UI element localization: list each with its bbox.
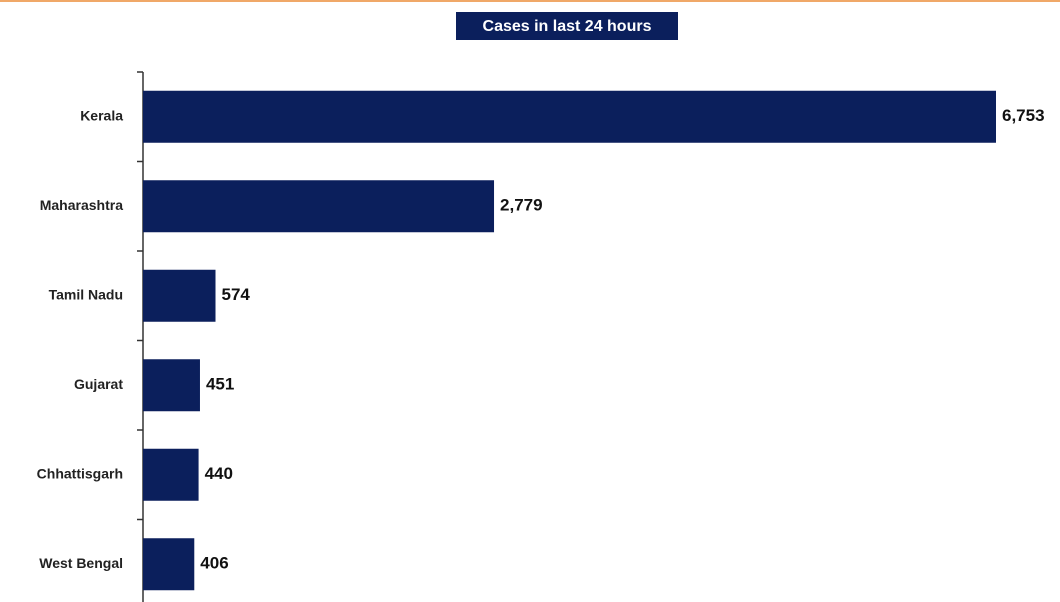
- chart-title: Cases in last 24 hours: [483, 18, 652, 35]
- category-label: West Bengal: [39, 555, 123, 571]
- bar: [143, 269, 216, 322]
- category-label: Chhattisgarh: [37, 465, 123, 481]
- bar: [143, 448, 199, 501]
- data-label: 451: [206, 375, 234, 394]
- category-label: Gujarat: [74, 376, 123, 392]
- bar: [143, 180, 495, 233]
- data-label: 574: [222, 285, 251, 304]
- category-label: Tamil Nadu: [49, 286, 123, 302]
- bar: [143, 359, 200, 412]
- data-label: 6,753: [1002, 106, 1045, 125]
- category-label: Maharashtra: [40, 197, 123, 213]
- bar: [143, 90, 996, 143]
- data-label: 440: [205, 464, 233, 483]
- data-label: 406: [200, 554, 228, 573]
- title-box: [456, 12, 678, 40]
- bar: [143, 538, 195, 591]
- category-label: Kerala: [80, 107, 123, 123]
- data-label: 2,779: [500, 196, 543, 215]
